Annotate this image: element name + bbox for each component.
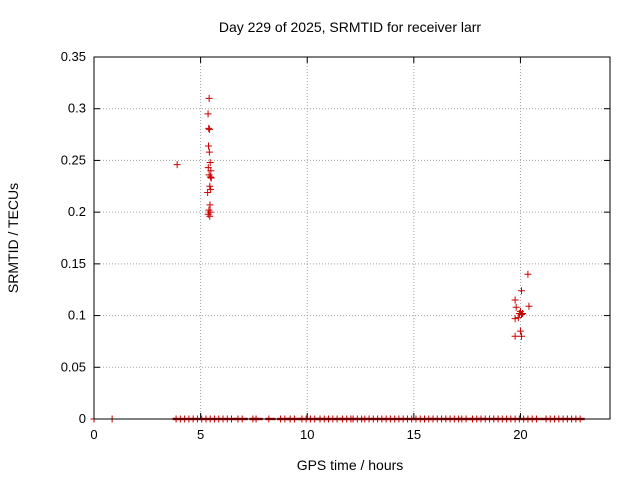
data-point [511, 315, 519, 323]
y-axis-label: SRMTID / TECUs [5, 183, 21, 293]
data-point [518, 332, 526, 340]
data-points [90, 94, 585, 423]
x-axis-label: GPS time / hours [297, 457, 404, 473]
data-point [518, 311, 526, 319]
data-point [514, 314, 522, 322]
data-point [512, 303, 520, 311]
data-point [206, 201, 214, 209]
data-point [205, 148, 213, 156]
data-point [204, 188, 212, 196]
y-tick-label: 0 [79, 411, 86, 426]
x-tick-label: 5 [197, 427, 204, 442]
y-tick-label: 0.3 [68, 101, 86, 116]
data-point [206, 173, 214, 181]
data-point [173, 161, 181, 169]
data-point [516, 327, 524, 335]
data-point [206, 182, 214, 190]
data-point [204, 110, 212, 118]
y-tick-label: 0.35 [61, 49, 86, 64]
data-point [519, 310, 527, 318]
data-point [206, 158, 214, 166]
chart-title: Day 229 of 2025, SRMTID for receiver lar… [219, 19, 482, 35]
y-tick-label: 0.1 [68, 308, 86, 323]
data-point [205, 94, 213, 102]
data-point [518, 287, 526, 295]
data-point [524, 270, 532, 278]
y-tick-label: 0.25 [61, 152, 86, 167]
data-point [525, 302, 533, 310]
data-point [207, 167, 215, 175]
x-tick-label: 0 [90, 427, 97, 442]
y-tick-label: 0.15 [61, 256, 86, 271]
plot-frame [93, 56, 611, 420]
y-tick-label: 0.05 [61, 359, 86, 374]
axes: 0 5 10 15 20 0 0.05 0.1 0.15 0.2 0.25 0.3 0.35 [61, 49, 610, 442]
x-tick-label: 20 [513, 427, 527, 442]
x-tick-label: 10 [300, 427, 314, 442]
data-point [511, 296, 519, 304]
data-point [205, 142, 213, 150]
y-tick-label: 0.2 [68, 204, 86, 219]
data-point [207, 185, 215, 193]
data-point [207, 174, 215, 182]
x-tick-label: 15 [407, 427, 421, 442]
data-point [206, 125, 214, 133]
data-point [206, 212, 214, 220]
grid [94, 57, 610, 419]
data-point [205, 124, 213, 132]
data-point [511, 332, 519, 340]
